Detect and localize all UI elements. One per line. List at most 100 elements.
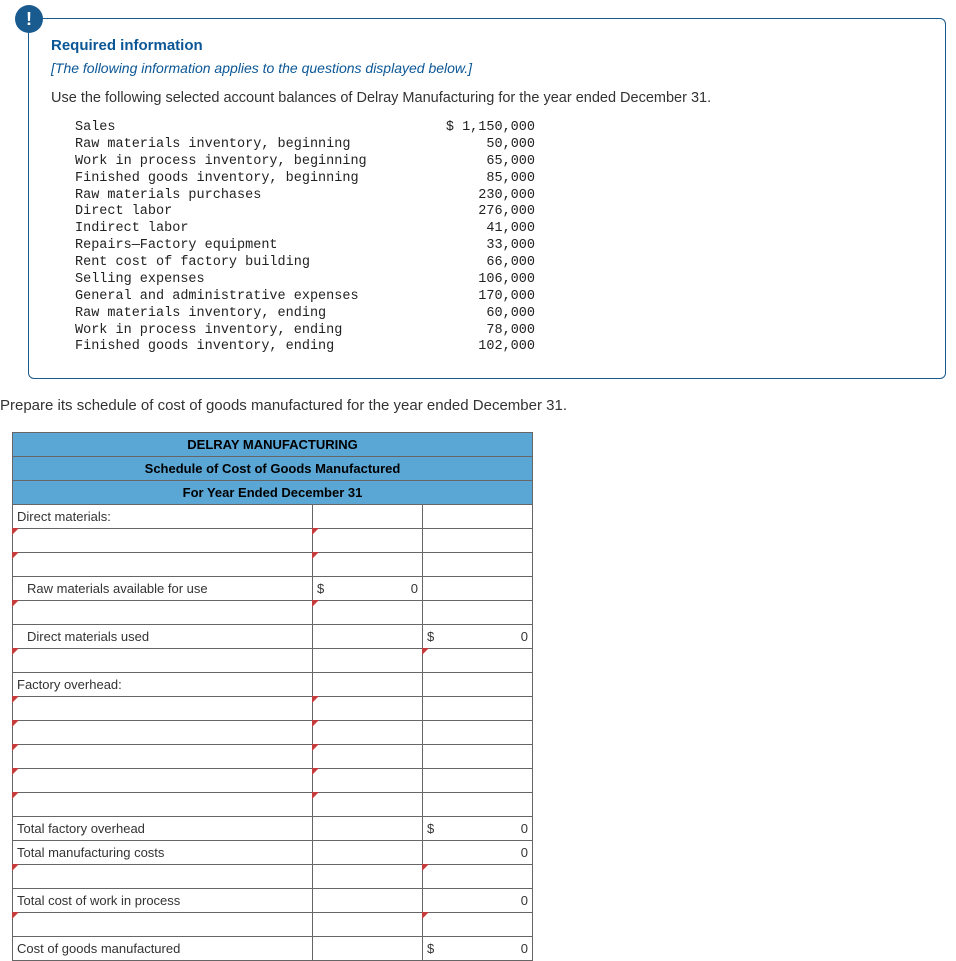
label-factory-overhead[interactable]: Factory overhead: [13, 673, 313, 697]
balance-label: Raw materials inventory, beginning [75, 137, 415, 154]
cell-blank [313, 889, 423, 913]
label-direct-materials[interactable]: Direct materials: [13, 505, 313, 529]
required-info-lead: Use the following selected account balan… [51, 90, 923, 106]
balance-label: Sales [75, 120, 415, 137]
balance-label: Direct labor [75, 204, 415, 221]
input-dm-line3[interactable] [13, 601, 313, 625]
schedule-table: DELRAY MANUFACTURING Schedule of Cost of… [12, 432, 533, 961]
cell-blank [313, 913, 423, 937]
label-total-foh: Total factory overhead [13, 817, 313, 841]
input-amt-a[interactable] [423, 649, 533, 673]
input-foh-4[interactable] [13, 769, 313, 793]
input-foh-amt-1[interactable] [313, 697, 423, 721]
balance-value: 85,000 [415, 171, 535, 188]
balance-row: Finished goods inventory, beginning85,00… [75, 171, 923, 188]
cell-blank [423, 673, 533, 697]
balance-row: Raw materials purchases230,000 [75, 188, 923, 205]
cell-blank [423, 793, 533, 817]
balance-label: Work in process inventory, beginning [75, 154, 415, 171]
balance-value: 66,000 [415, 255, 535, 272]
cell-blank [423, 577, 533, 601]
cell-blank [423, 745, 533, 769]
dollar-sign: $ [317, 581, 324, 596]
cell-blank [423, 721, 533, 745]
amt-dm-used: $ 0 [423, 625, 533, 649]
input-amt-c[interactable] [423, 913, 533, 937]
input-line-a[interactable] [13, 649, 313, 673]
cell-blank [313, 841, 423, 865]
balance-label: Selling expenses [75, 272, 415, 289]
amt-value: 0 [521, 821, 528, 836]
balance-label: Rent cost of factory building [75, 255, 415, 272]
input-foh-amt-2[interactable] [313, 721, 423, 745]
balance-value: 276,000 [415, 204, 535, 221]
balance-label: Indirect labor [75, 221, 415, 238]
cell-blank [423, 697, 533, 721]
balance-label: Repairs—Factory equipment [75, 238, 415, 255]
balance-value: 102,000 [415, 339, 535, 356]
input-dm-line1[interactable] [13, 529, 313, 553]
required-info-title: Required information [51, 37, 923, 54]
input-amt-b[interactable] [423, 865, 533, 889]
balance-row: Selling expenses106,000 [75, 272, 923, 289]
balance-label: Work in process inventory, ending [75, 323, 415, 340]
balance-label: Finished goods inventory, beginning [75, 171, 415, 188]
required-info-box: ! Required information [The following in… [28, 18, 946, 379]
amt-value: 0 [521, 629, 528, 644]
account-balances-table: Sales$ 1,150,000Raw materials inventory,… [75, 120, 923, 356]
input-dm-amt3[interactable] [313, 601, 423, 625]
balance-row: Finished goods inventory, ending102,000 [75, 339, 923, 356]
input-line-b[interactable] [13, 865, 313, 889]
balance-label: Raw materials purchases [75, 188, 415, 205]
balance-value: 170,000 [415, 289, 535, 306]
dollar-sign: $ [427, 941, 434, 956]
required-info-subtitle: [The following information applies to th… [51, 60, 923, 76]
balance-label: Finished goods inventory, ending [75, 339, 415, 356]
balance-value: 106,000 [415, 272, 535, 289]
schedule-header-period: For Year Ended December 31 [13, 481, 533, 505]
input-foh-3[interactable] [13, 745, 313, 769]
balance-value: $ 1,150,000 [415, 120, 535, 137]
schedule-header-company: DELRAY MANUFACTURING [13, 433, 533, 457]
label-dm-used: Direct materials used [13, 625, 313, 649]
input-foh-5[interactable] [13, 793, 313, 817]
cell-blank [313, 673, 423, 697]
cell-blank [313, 505, 423, 529]
cell-blank [313, 865, 423, 889]
cell-blank [313, 625, 423, 649]
amt-value: 0 [521, 893, 528, 908]
cell-blank [423, 769, 533, 793]
balance-row: Work in process inventory, ending78,000 [75, 323, 923, 340]
balance-row: Sales$ 1,150,000 [75, 120, 923, 137]
dollar-sign: $ [427, 629, 434, 644]
cell-blank [423, 553, 533, 577]
input-foh-2[interactable] [13, 721, 313, 745]
input-foh-amt-4[interactable] [313, 769, 423, 793]
input-dm-amt1[interactable] [313, 529, 423, 553]
cell-blank [423, 601, 533, 625]
input-line-c[interactable] [13, 913, 313, 937]
balance-row: Repairs—Factory equipment33,000 [75, 238, 923, 255]
balance-value: 41,000 [415, 221, 535, 238]
input-foh-amt-5[interactable] [313, 793, 423, 817]
cell-blank [313, 649, 423, 673]
amt-value: 0 [521, 845, 528, 860]
balance-row: Raw materials inventory, ending60,000 [75, 306, 923, 323]
amt-total-cwip: 0 [423, 889, 533, 913]
input-dm-amt2[interactable] [313, 553, 423, 577]
balance-row: Raw materials inventory, beginning50,000 [75, 137, 923, 154]
label-total-mfg: Total manufacturing costs [13, 841, 313, 865]
balance-value: 50,000 [415, 137, 535, 154]
instruction-text: Prepare its schedule of cost of goods ma… [0, 397, 956, 414]
cell-blank [313, 817, 423, 841]
input-foh-1[interactable] [13, 697, 313, 721]
schedule-header-title: Schedule of Cost of Goods Manufactured [13, 457, 533, 481]
input-foh-amt-3[interactable] [313, 745, 423, 769]
amt-total-mfg: 0 [423, 841, 533, 865]
balance-row: Direct labor276,000 [75, 204, 923, 221]
input-dm-line2[interactable] [13, 553, 313, 577]
label-cogm: Cost of goods manufactured [13, 937, 313, 961]
amt-total-foh: $ 0 [423, 817, 533, 841]
label-total-cwip: Total cost of work in process [13, 889, 313, 913]
balance-row: Rent cost of factory building66,000 [75, 255, 923, 272]
